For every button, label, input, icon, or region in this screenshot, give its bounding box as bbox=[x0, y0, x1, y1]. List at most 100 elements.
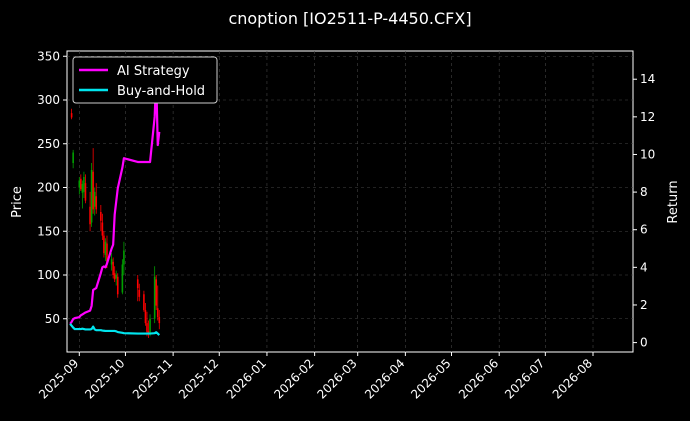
candle bbox=[153, 266, 156, 324]
y-left-tick-label: 250 bbox=[37, 137, 60, 151]
candle-body bbox=[84, 183, 87, 201]
y-right-tick-label: 4 bbox=[640, 260, 648, 274]
candle-body bbox=[121, 264, 124, 293]
candle-body bbox=[156, 308, 159, 317]
candle bbox=[113, 266, 116, 282]
candle bbox=[103, 231, 105, 258]
candle bbox=[112, 257, 114, 279]
x-tick-label: 2025-09 bbox=[36, 356, 81, 401]
return-series bbox=[69, 76, 161, 336]
candle-body bbox=[155, 279, 158, 306]
candle bbox=[89, 191, 91, 232]
y-right-tick-label: 10 bbox=[640, 147, 655, 161]
y-right-tick-label: 0 bbox=[640, 336, 648, 350]
x-tick-label: 2026-04 bbox=[362, 356, 407, 401]
candle-body bbox=[100, 212, 102, 221]
x-tick-label: 2025-12 bbox=[176, 356, 221, 401]
legend-box bbox=[72, 56, 218, 104]
candle-body bbox=[72, 152, 74, 163]
candle-body bbox=[115, 275, 118, 279]
candle-body bbox=[110, 259, 113, 265]
candle bbox=[146, 311, 148, 337]
candle bbox=[155, 275, 158, 310]
strategy-line bbox=[69, 76, 161, 325]
y-left-tick-label: 100 bbox=[37, 268, 60, 282]
candle-body bbox=[106, 243, 108, 265]
candle-body bbox=[92, 171, 94, 210]
candle-body bbox=[112, 261, 114, 275]
candle bbox=[78, 177, 81, 195]
y-right-axis-ticks: 0 2 4 6 8 10 12 14 bbox=[633, 72, 655, 350]
candle bbox=[80, 174, 82, 191]
candle-body bbox=[80, 178, 82, 190]
candle-body bbox=[104, 241, 107, 255]
candle bbox=[92, 148, 94, 214]
candle-body bbox=[136, 279, 139, 289]
y-right-tick-label: 6 bbox=[640, 223, 648, 237]
y-left-tick-label: 50 bbox=[45, 312, 60, 326]
candlesticks bbox=[70, 108, 161, 338]
y-right-tick-label: 2 bbox=[640, 298, 648, 312]
candle-body bbox=[95, 196, 98, 210]
x-tick-label: 2026-01 bbox=[224, 356, 269, 401]
candle bbox=[158, 310, 161, 330]
candle bbox=[138, 283, 141, 302]
candle-body bbox=[113, 273, 116, 280]
candle-body bbox=[149, 318, 151, 335]
candle bbox=[81, 180, 84, 209]
candle bbox=[144, 303, 147, 326]
x-tick-label: 2025-10 bbox=[82, 356, 127, 401]
candle-body bbox=[143, 294, 145, 310]
candle bbox=[100, 205, 102, 232]
candle bbox=[83, 171, 85, 198]
y-right-tick-label: 8 bbox=[640, 185, 648, 199]
candle-body bbox=[138, 289, 141, 297]
candle-body bbox=[93, 191, 96, 207]
candle-body bbox=[90, 170, 93, 223]
y-right-axis-title: Return bbox=[666, 180, 681, 223]
candle-body bbox=[146, 323, 148, 332]
chart-title: cnoption [IO2511-P-4450.CFX] bbox=[228, 9, 471, 28]
x-tick-label: 2026-02 bbox=[271, 356, 316, 401]
legend-label-strategy: AI Strategy bbox=[117, 64, 190, 79]
candle bbox=[136, 275, 139, 302]
candle bbox=[116, 273, 119, 298]
candle-body bbox=[158, 317, 161, 324]
candle bbox=[95, 183, 98, 214]
candle-body bbox=[116, 276, 119, 295]
candle bbox=[90, 163, 93, 227]
candle-body bbox=[89, 206, 91, 225]
candle bbox=[123, 241, 125, 275]
candle-body bbox=[78, 180, 81, 188]
candle-body bbox=[83, 177, 85, 192]
y-left-tick-label: 150 bbox=[37, 224, 60, 238]
legend-label-buyhold: Buy-and-Hold bbox=[117, 84, 205, 99]
x-tick-label: 2026-07 bbox=[502, 356, 547, 401]
candle-body bbox=[81, 184, 84, 193]
candle-body bbox=[123, 250, 125, 265]
x-tick-label: 2026-06 bbox=[456, 356, 501, 401]
buyhold-line bbox=[69, 323, 161, 336]
candle bbox=[104, 238, 107, 261]
y-right-tick-label: 14 bbox=[640, 72, 655, 86]
candle bbox=[84, 174, 87, 204]
y-left-axis-title: Price bbox=[10, 186, 25, 218]
y-left-tick-label: 350 bbox=[37, 49, 60, 63]
x-tick-label: 2026-08 bbox=[550, 356, 595, 401]
candle bbox=[72, 149, 74, 169]
candle-body bbox=[70, 113, 73, 118]
candle bbox=[110, 253, 113, 271]
y-left-axis-ticks: 50 100 150 200 250 300 350 bbox=[37, 49, 67, 326]
x-tick-label: 2026-05 bbox=[408, 356, 453, 401]
candle bbox=[101, 213, 104, 240]
x-tick-label: 2025-11 bbox=[130, 356, 175, 401]
y-right-tick-label: 12 bbox=[640, 110, 655, 124]
candle-body bbox=[144, 310, 147, 324]
candle bbox=[70, 108, 73, 120]
candle bbox=[143, 290, 145, 312]
candle bbox=[115, 270, 118, 286]
x-axis-ticks: 2025-09 2025-10 2025-11 2025-12 2026-01 2026-… bbox=[36, 352, 595, 402]
candle-body bbox=[103, 235, 105, 254]
y-left-tick-label: 200 bbox=[37, 181, 60, 195]
